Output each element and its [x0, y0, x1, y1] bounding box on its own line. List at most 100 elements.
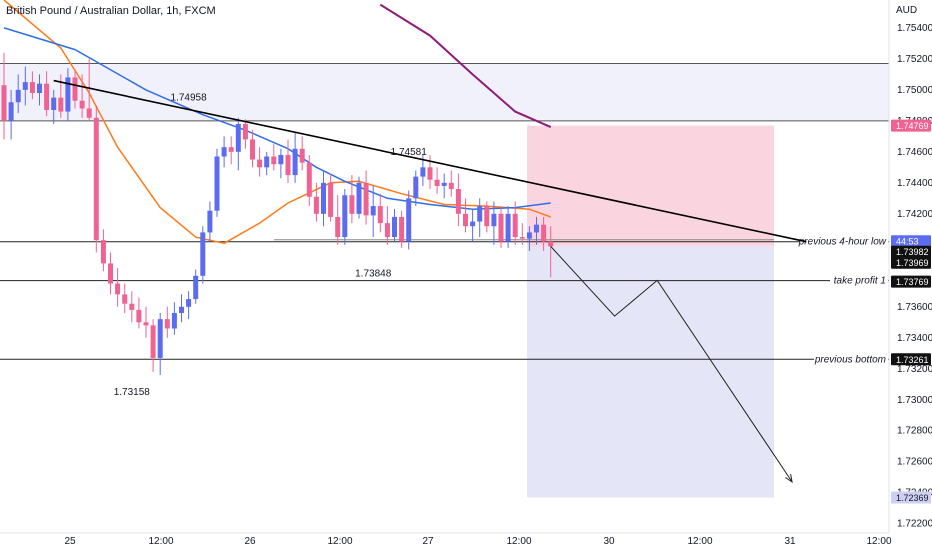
candle — [157, 312, 163, 375]
candle — [108, 252, 113, 295]
candle-body — [285, 154, 291, 176]
candle — [519, 223, 525, 245]
candle-body — [150, 325, 156, 358]
candle-body — [363, 182, 369, 216]
candle-body — [93, 117, 99, 241]
candle — [292, 131, 298, 183]
candle-body — [512, 213, 518, 238]
price-tag: 1.73769 — [896, 277, 929, 287]
x-tick-label: 12:00 — [866, 536, 891, 547]
y-tick-label: 1.73000 — [897, 395, 932, 406]
candle — [356, 176, 362, 219]
candle-body — [129, 303, 135, 310]
candle-body — [100, 240, 106, 264]
candle-body — [335, 216, 341, 238]
projection-arrowhead — [785, 473, 793, 483]
stop-loss-zone — [527, 125, 774, 247]
candle — [313, 182, 319, 222]
x-tick-label: 12:00 — [327, 536, 352, 547]
drawings — [53, 79, 807, 483]
candle — [29, 71, 35, 100]
candle — [250, 130, 255, 168]
candle — [498, 206, 504, 248]
candle-body — [72, 77, 78, 101]
y-tick-label: 1.73200 — [897, 364, 932, 375]
candle — [235, 117, 241, 171]
candle-body — [384, 223, 390, 238]
candle-body — [377, 206, 383, 224]
candle-body — [264, 156, 270, 168]
candle-body — [242, 123, 248, 140]
candle — [129, 291, 135, 323]
price-tag: 1.74769 — [896, 121, 929, 131]
y-tick-label: 1.72200 — [897, 519, 932, 530]
price-annotation: 1.74581 — [391, 147, 428, 158]
candle — [186, 291, 192, 320]
candle — [179, 294, 184, 323]
candle — [548, 226, 554, 278]
candle-body — [399, 216, 405, 242]
candle — [406, 190, 412, 250]
y-tick-label: 1.73400 — [897, 333, 932, 344]
candle-body — [221, 147, 227, 157]
candle-body — [186, 299, 192, 307]
previous-4h-low-label: previous 4-hour low — [798, 237, 887, 248]
candle — [200, 226, 206, 284]
candle — [72, 71, 78, 109]
candle-body — [136, 309, 142, 323]
candle-body — [519, 237, 525, 239]
candle — [413, 170, 419, 207]
zones — [0, 63, 889, 498]
candle-body — [328, 182, 334, 217]
trendline — [53, 79, 807, 243]
resistance-zone — [0, 63, 889, 121]
candle-body — [22, 82, 28, 90]
candle — [363, 170, 369, 225]
take-profit-zone — [527, 246, 774, 498]
candle-body — [420, 167, 426, 177]
candle — [164, 306, 170, 338]
price-tag-bg — [891, 353, 931, 366]
candle — [384, 206, 390, 245]
candle — [22, 66, 28, 106]
time-axis[interactable]: 25 12:00 26 12:00 27 12:00 30 12:00 31 12:00 — [0, 532, 892, 547]
candle-body — [58, 97, 64, 112]
price-annotation: 1.73848 — [355, 268, 392, 279]
candle-body — [541, 224, 547, 242]
y-tick-label: 1.74400 — [897, 178, 932, 189]
price-tag: 44:53 — [896, 237, 919, 247]
x-tick-label: 30 — [603, 536, 615, 547]
candle-body — [342, 195, 348, 238]
currency-label: AUD — [896, 5, 917, 16]
candle — [392, 209, 397, 242]
candle-body — [37, 83, 42, 93]
candle-body — [448, 182, 454, 190]
candle — [399, 210, 405, 248]
candle-body — [491, 213, 497, 227]
x-tick-label: 27 — [422, 536, 434, 547]
candle — [214, 148, 220, 217]
candle — [342, 189, 348, 245]
candle-body — [306, 162, 312, 197]
candle-body — [278, 154, 284, 165]
candle — [534, 216, 539, 245]
x-tick-label: 26 — [244, 536, 256, 547]
y-tick-label: 1.72800 — [897, 426, 932, 437]
candle-body — [455, 189, 461, 214]
candle-body — [214, 156, 220, 211]
price-tag-bg — [891, 235, 931, 248]
candle — [526, 226, 532, 252]
candle-body — [406, 198, 412, 242]
previous-bottom-label: previous bottom — [814, 354, 886, 365]
candle-body — [179, 306, 184, 313]
candle-body — [79, 100, 85, 109]
candle-body — [505, 213, 511, 242]
candle-body — [498, 213, 504, 242]
price-tag: 1.73982 — [896, 247, 929, 257]
candle-body — [171, 312, 177, 329]
candle-body — [526, 232, 532, 239]
candle — [463, 198, 468, 233]
price-tag-bg — [891, 119, 931, 132]
